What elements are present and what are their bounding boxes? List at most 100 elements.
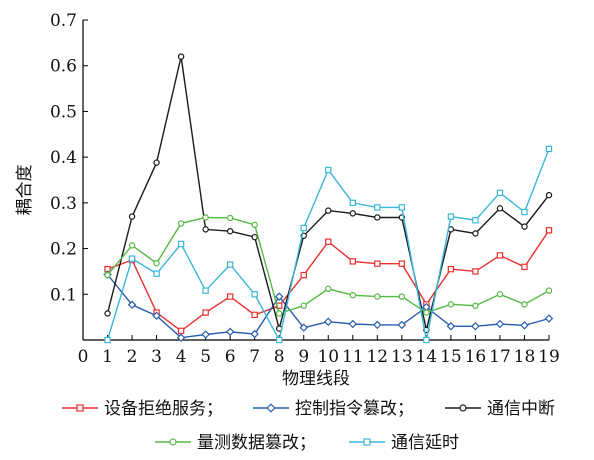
y-axis-ticks: 0.1 0.2 0.3 0.4 0.5 0.6 0.7: [50, 11, 88, 305]
series-1-point: [176, 333, 186, 342]
series-1-point: [471, 322, 480, 331]
series-3-point: [202, 214, 209, 221]
series-2-point: [153, 159, 160, 166]
y-tick-label: 0.7: [50, 11, 77, 31]
legend-label: 通信中断: [487, 399, 555, 419]
series-1-point: [397, 320, 407, 330]
series-4-point: [398, 204, 406, 211]
series-3-point: [423, 309, 430, 316]
series-3-point: [374, 293, 381, 300]
series-4-point: [153, 270, 160, 277]
legend-label: 量测数据篡改；: [197, 432, 316, 453]
series-4-point: [472, 217, 479, 224]
series-0-point: [398, 260, 406, 267]
series-4-point: [349, 199, 356, 207]
x-tick-label: 3: [151, 347, 162, 367]
series-1-point: [274, 292, 284, 301]
series-4-point: [128, 255, 136, 262]
axes: [82, 20, 549, 341]
x-tick-label: 2: [127, 347, 138, 367]
y-tick-label: 0.6: [50, 57, 77, 77]
series-0-point: [472, 268, 479, 275]
series-0-point: [251, 311, 258, 319]
series-1-point: [324, 317, 333, 326]
series-1-point: [225, 327, 235, 337]
series-0-point: [177, 327, 185, 335]
series-0-point: [496, 252, 504, 259]
legend-item-3: 量测数据篡改；: [155, 432, 316, 453]
series-0-point: [202, 309, 209, 316]
x-tick-label: 17: [489, 347, 511, 367]
x-tick-label: 10: [317, 347, 339, 367]
series-1-point: [299, 323, 308, 332]
x-tick-label: 1: [102, 347, 113, 367]
series-3-point: [545, 287, 553, 294]
series-4-point: [423, 336, 430, 344]
series-3-point: [300, 302, 307, 309]
series-1-point: [348, 319, 358, 329]
series-1-line: [106, 274, 550, 339]
series-0-point: [349, 258, 356, 265]
series-0-point: [521, 263, 528, 271]
x-tick-label: 13: [391, 347, 413, 367]
series-3-point: [349, 292, 356, 299]
series-2-point: [104, 310, 111, 317]
series-4-point: [325, 166, 332, 174]
series-3-point: [521, 301, 528, 308]
series-4-point: [202, 287, 209, 294]
y-tick-label: 0.4: [50, 148, 77, 168]
series-3-point: [496, 291, 504, 298]
y-tick-label: 0.3: [50, 194, 77, 214]
series-0-point: [325, 238, 332, 245]
series-2-point: [177, 53, 185, 60]
series-1-point: [373, 320, 382, 330]
series-4-point: [374, 204, 381, 211]
legend-item-2: 通信中断: [445, 399, 555, 419]
legend-label: 控制指令篡改；: [295, 398, 414, 419]
series-2-point: [325, 207, 332, 214]
series-2-point: [128, 213, 136, 220]
series-3-point: [472, 302, 479, 309]
series-3: [104, 214, 553, 317]
x-tick-label: 6: [225, 347, 236, 367]
x-axis-label: 物理线段: [282, 369, 350, 389]
legend-swatch-marker: [76, 404, 84, 412]
x-tick-label: 0: [78, 347, 89, 367]
series-1-point: [201, 330, 210, 339]
legend-swatch-marker: [169, 438, 177, 446]
series-group: [103, 53, 554, 344]
series-0-point: [300, 271, 307, 279]
x-tick-label: 9: [298, 347, 309, 367]
series-3-point: [251, 221, 258, 228]
series-3-point: [153, 260, 160, 267]
series-3-point: [325, 285, 332, 292]
series-3-point: [177, 220, 185, 227]
series-0-line: [107, 229, 550, 332]
series-3-point: [104, 271, 111, 279]
legend-swatch-marker: [459, 404, 467, 412]
series-2: [104, 53, 553, 334]
x-tick-label: 5: [200, 347, 211, 367]
legend-item-4: 通信延时: [349, 433, 459, 453]
series-2-point: [496, 205, 504, 212]
legend-label: 设备拒绝服务；: [104, 399, 223, 419]
x-tick-label: 12: [366, 347, 388, 367]
y-axis-label: 耦合度: [15, 165, 35, 216]
series-1-point: [152, 311, 161, 321]
series-2-point: [202, 226, 209, 233]
series-4-point: [226, 261, 234, 268]
y-tick-label: 0.1: [50, 285, 77, 305]
series-4-point: [496, 189, 504, 196]
series-1-point: [495, 319, 505, 329]
legend-swatch-marker: [266, 403, 276, 413]
series-1-point: [127, 300, 137, 310]
y-tick-label: 0.5: [50, 102, 77, 122]
series-4: [104, 145, 553, 344]
series-4-point: [521, 208, 528, 216]
x-axis-ticks: 0 1 2 3 4 5 6 7 8 9 10 11 12 13 14 15 16 17 18 19: [78, 335, 560, 367]
series-3-point: [276, 310, 283, 317]
series-2-point: [521, 223, 528, 230]
series-4-point: [104, 336, 111, 344]
x-tick-label: 15: [440, 347, 462, 367]
